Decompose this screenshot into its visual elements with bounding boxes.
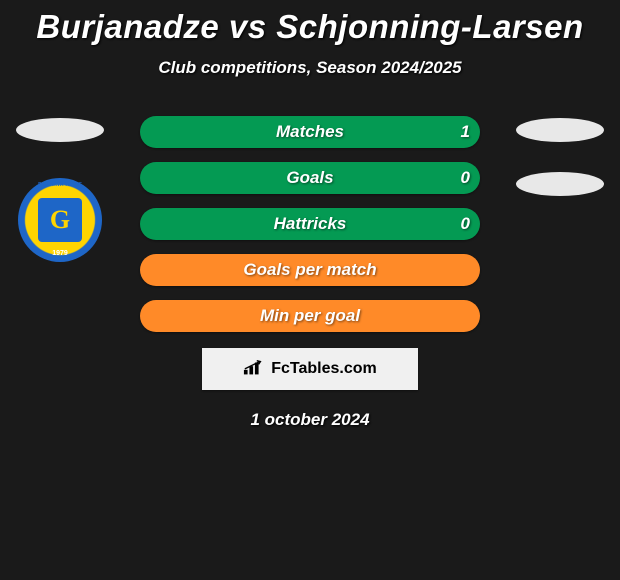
branding-box: FcTables.com	[202, 348, 418, 390]
stat-value: 0	[461, 168, 470, 188]
branding-text: FcTables.com	[271, 360, 377, 378]
stat-label: Goals per match	[243, 260, 376, 280]
stat-row-goals: Goals 0	[140, 162, 480, 194]
stat-label: Goals	[286, 168, 333, 188]
stat-value: 0	[461, 214, 470, 234]
stat-row-goals-per-match: Goals per match	[140, 254, 480, 286]
crest-letter: G	[50, 205, 70, 235]
left-player-badges: FC NARVA TRANS G 1979	[16, 118, 104, 262]
player-avatar-placeholder	[16, 118, 104, 142]
stat-label: Matches	[276, 122, 344, 142]
stat-row-min-per-goal: Min per goal	[140, 300, 480, 332]
stat-label: Hattricks	[274, 214, 347, 234]
crest-top-text: FC NARVA TRANS	[38, 182, 82, 188]
stat-row-matches: Matches 1	[140, 116, 480, 148]
date-text: 1 october 2024	[250, 410, 369, 430]
club-crest: FC NARVA TRANS G 1979	[18, 178, 102, 262]
crest-inner: G	[38, 198, 82, 242]
crest-year: 1979	[52, 250, 68, 257]
bar-chart-icon	[243, 361, 265, 377]
player-avatar-placeholder	[516, 118, 604, 142]
stat-label: Min per goal	[260, 306, 360, 326]
right-player-badges	[516, 118, 604, 196]
stat-row-hattricks: Hattricks 0	[140, 208, 480, 240]
club-crest-placeholder	[516, 172, 604, 196]
subtitle: Club competitions, Season 2024/2025	[158, 58, 461, 78]
page-title: Burjanadze vs Schjonning-Larsen	[36, 8, 583, 46]
stat-value: 1	[461, 122, 470, 142]
